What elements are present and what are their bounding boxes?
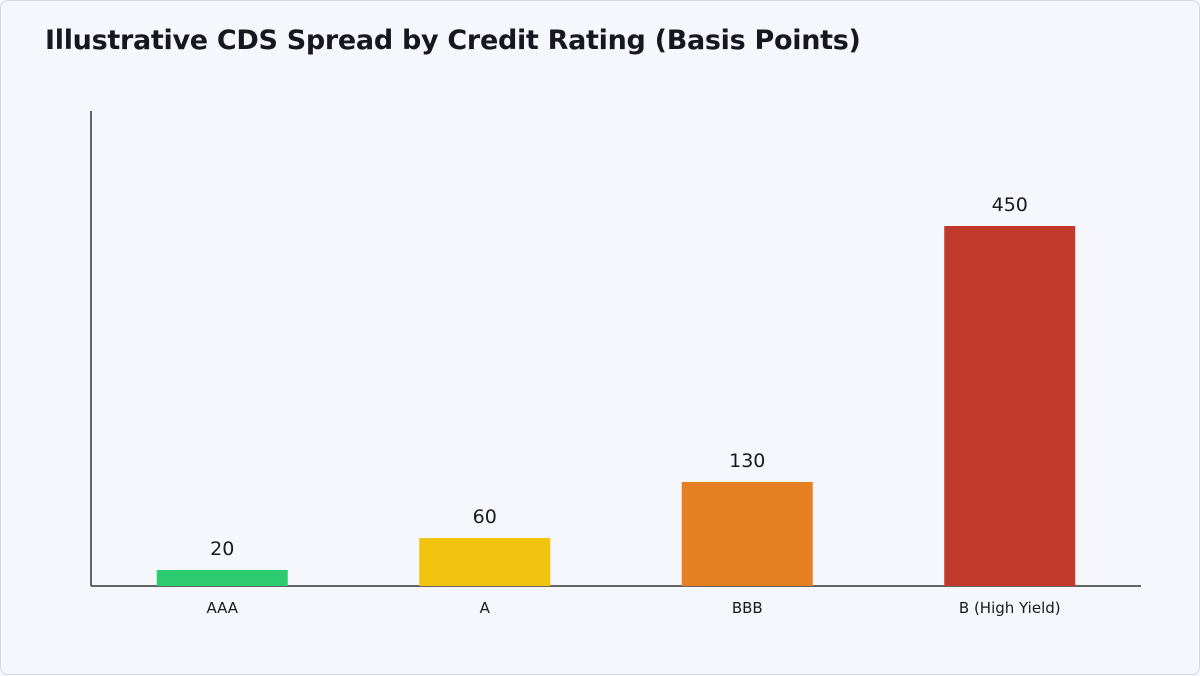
bar-2: [681, 482, 813, 586]
bar-3: [944, 226, 1076, 586]
bar-1: [419, 538, 551, 586]
x-tick-label-3: B (High Yield): [959, 599, 1061, 617]
bars-group: 20 AAA 60 A 130 BBB 450 B (High Yield): [156, 194, 1076, 617]
data-label-2: 130: [729, 450, 765, 472]
x-tick-label-0: AAA: [206, 599, 238, 617]
data-label-1: 60: [473, 506, 497, 528]
x-tick-label-2: BBB: [732, 599, 763, 617]
data-label-0: 20: [210, 538, 234, 560]
chart-title: Illustrative CDS Spread by Credit Rating…: [45, 25, 861, 56]
bar-0: [156, 570, 288, 586]
data-label-3: 450: [992, 194, 1028, 216]
x-tick-label-1: A: [480, 599, 491, 617]
